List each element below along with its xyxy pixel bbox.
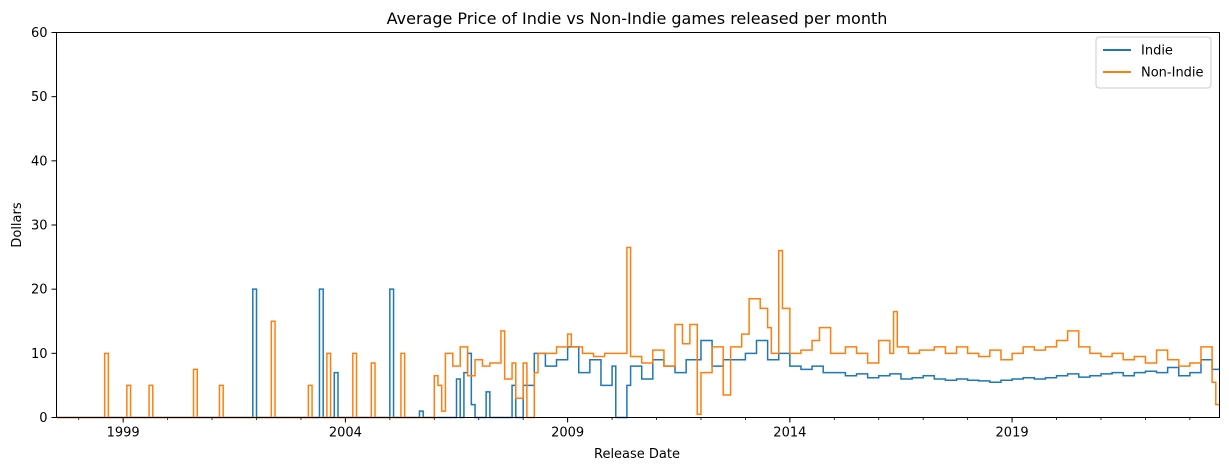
y-axis-label: Dollars	[10, 202, 25, 247]
y-axis: 0 10 20 30 40 50 60	[31, 26, 57, 426]
x-tick-label: 1999	[107, 426, 140, 441]
chart-title: Average Price of Indie vs Non-Indie game…	[387, 9, 888, 28]
y-tick-label: 0	[39, 411, 47, 426]
x-tick-label: 2014	[773, 426, 806, 441]
y-tick-label: 60	[31, 26, 48, 41]
legend: Indie Non-Indie	[1095, 36, 1212, 89]
y-tick-label: 20	[31, 283, 48, 298]
y-tick-label: 30	[31, 219, 48, 234]
plot-lines	[56, 246, 1220, 419]
plot-frame	[56, 32, 1220, 418]
x-tick-label: 2004	[329, 426, 362, 441]
legend-label: Non-Indie	[1141, 66, 1204, 81]
x-axis-label: Release Date	[594, 447, 680, 462]
series-line-indie	[56, 288, 1220, 419]
series-line-non-indie	[56, 246, 1220, 419]
y-tick-label: 50	[31, 90, 48, 105]
x-tick-label: 2019	[996, 426, 1029, 441]
x-axis: 1999 2004 2009 2014 2019	[78, 417, 1191, 441]
y-tick-label: 10	[31, 347, 48, 362]
legend-label: Indie	[1141, 44, 1173, 59]
x-tick-label: 2009	[551, 426, 584, 441]
y-tick-label: 40	[31, 154, 48, 169]
